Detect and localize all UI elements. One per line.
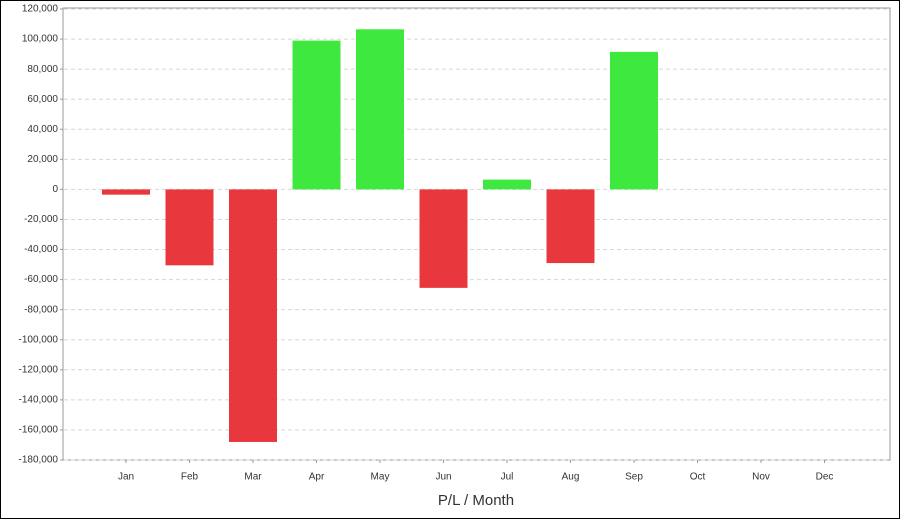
y-tick-label: -100,000: [19, 334, 59, 345]
y-tick-label: -180,000: [19, 455, 59, 466]
x-tick-label: Sep: [625, 472, 643, 483]
bar: [356, 29, 404, 190]
y-tick-label: -160,000: [19, 425, 59, 436]
y-tick-label: 60,000: [27, 94, 58, 105]
x-tick-label: Mar: [244, 472, 262, 483]
x-axis-label: P/L / Month: [438, 492, 514, 509]
y-tick-label: 100,000: [22, 34, 59, 45]
bar: [483, 179, 531, 190]
y-tick-label: -80,000: [24, 304, 58, 315]
x-tick-label: Oct: [690, 472, 706, 483]
y-tick-label: 80,000: [27, 64, 58, 75]
y-tick-label: 0: [52, 184, 58, 195]
x-tick-label: Jan: [118, 472, 134, 483]
x-tick-label: Jun: [435, 472, 451, 483]
y-tick-label: 20,000: [27, 154, 58, 165]
bar: [165, 189, 214, 266]
y-tick-label: -140,000: [19, 395, 59, 406]
y-tick-label: 120,000: [22, 4, 59, 15]
bar: [102, 189, 150, 195]
y-tick-label: -120,000: [19, 364, 59, 375]
x-tick-label: Aug: [562, 472, 580, 483]
x-tick-label: Feb: [181, 472, 199, 483]
y-tick-label: -60,000: [24, 274, 58, 285]
y-tick-label: -40,000: [24, 244, 58, 255]
bar: [419, 189, 468, 288]
x-tick-label: Dec: [816, 472, 834, 483]
bar: [610, 51, 658, 190]
x-tick-label: Nov: [752, 472, 770, 483]
bar: [546, 189, 595, 264]
x-tick-label: May: [371, 472, 390, 483]
y-tick-label: 40,000: [27, 124, 58, 135]
x-tick-label: Jul: [501, 472, 514, 483]
bar: [292, 40, 341, 190]
y-tick-label: -20,000: [24, 214, 58, 225]
x-tick-label: Apr: [309, 472, 325, 483]
bar: [229, 189, 277, 442]
